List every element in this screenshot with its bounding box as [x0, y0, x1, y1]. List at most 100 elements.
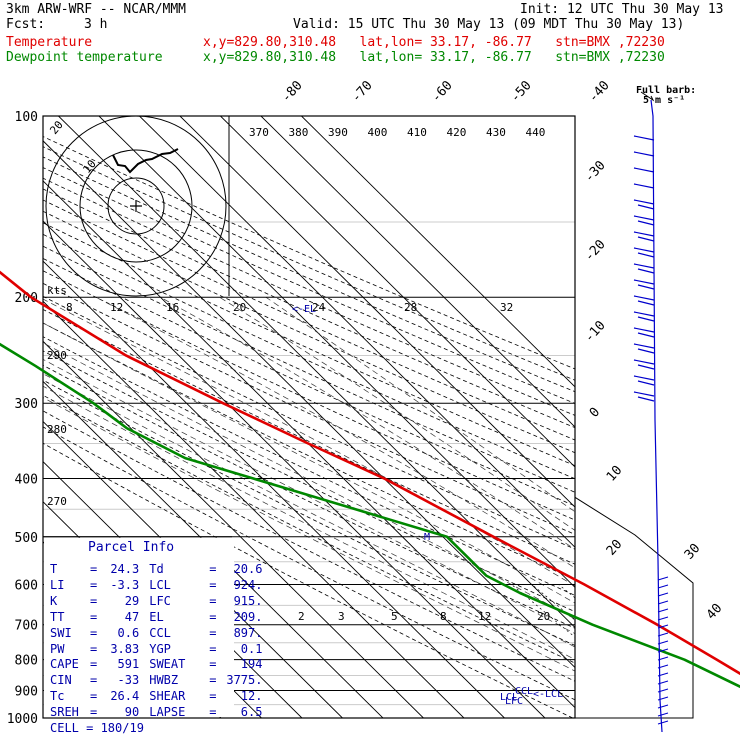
parcel-key: SWEAT — [149, 657, 186, 672]
parcel-row: SREH = 90 LAPSE = 6.5 — [50, 705, 263, 720]
moist-adiabat — [265, 296, 575, 513]
parcel-key: CIN — [50, 673, 72, 688]
level-marker: <-LCL — [533, 689, 563, 700]
skewed-frame — [574, 496, 694, 719]
wind-barb — [657, 704, 669, 709]
parcel-value: 3775. — [226, 673, 263, 688]
isotherm-line — [179, 116, 575, 508]
parcel-key: LAPSE — [149, 705, 186, 720]
hodo-speed-label: 28 — [404, 301, 417, 314]
hodo-ring — [79, 149, 193, 263]
theta-e-label: 380 — [289, 126, 309, 139]
parcel-value: 924. — [233, 577, 263, 592]
dry-adiabat — [43, 336, 575, 596]
hodo-center-mark — [130, 200, 142, 212]
dry-adiabat — [43, 410, 575, 682]
hodo-speed-label: 24 — [312, 301, 326, 314]
parcel-value: 90 — [124, 705, 140, 720]
wind-barb — [637, 236, 655, 242]
sounding-curves — [0, 270, 740, 689]
wind-barb — [637, 204, 655, 210]
level-marker: M — [424, 532, 430, 543]
parcel-key: Td — [149, 562, 164, 576]
hodo-ring-label: 10 — [80, 157, 98, 176]
isotherm-label: -30 — [582, 158, 609, 185]
isotherm-label: 30 — [682, 541, 704, 563]
fcst-label: Fcst: — [6, 17, 46, 32]
parcel-key: PW — [50, 641, 65, 656]
wind-barb — [633, 263, 655, 269]
parcel-info-table: T = 24.3 Td = 20.6 LI = -3.3 LCL = 924. K = 29 LFC… — [50, 562, 262, 737]
isotherm-line — [260, 116, 575, 428]
parcel-row: TT = 47 EL = 209. — [50, 609, 263, 624]
pressure-tick-label: 200 — [15, 291, 38, 306]
dry-adiabat — [43, 282, 575, 535]
isotherm-line — [58, 116, 575, 629]
parcel-row: LI = -3.3 LCL = 924. — [50, 577, 263, 592]
parcel-value: 915. — [233, 593, 263, 608]
level-marker: <-EL — [292, 304, 316, 315]
parcel-key: SWI — [50, 625, 72, 640]
parcel-key: HWBZ — [149, 673, 179, 688]
parcel-key: TT — [50, 609, 65, 624]
wind-barb — [633, 279, 655, 285]
theta-e-label: 390 — [328, 126, 348, 139]
mixing-ratio-label: 5 — [391, 610, 398, 623]
wind-barb — [657, 688, 669, 693]
hodo-trace — [112, 148, 179, 174]
isotherm-label: -60 — [429, 78, 456, 105]
wind-barb — [633, 199, 655, 205]
wind-barb — [633, 135, 655, 141]
dry-adiabat — [43, 322, 575, 581]
parcel-cell: CELL = 180/19 — [50, 721, 144, 736]
hodo-ring — [107, 177, 165, 235]
hodograph: kts 10 20 — [45, 115, 230, 297]
dry-adiabat — [43, 426, 575, 701]
wind-barb — [657, 680, 669, 685]
wind-barb — [657, 632, 669, 637]
wind-barb — [657, 624, 669, 629]
dry-adiabat — [43, 233, 575, 480]
parcel-value: 47 — [124, 609, 140, 624]
wind-barb — [633, 327, 655, 333]
wind-barb — [637, 364, 655, 370]
plot-frame — [42, 115, 576, 719]
wind-barb — [657, 616, 669, 621]
isotherm-label: -50 — [508, 78, 535, 105]
pressure-tick-label: 700 — [15, 619, 38, 634]
mixing-ratio-line — [639, 584, 740, 718]
dry-adiabat — [43, 188, 575, 429]
parcel-info-title: Parcel Info — [88, 540, 175, 555]
hodo-speed-label: 20 — [233, 301, 246, 314]
wind-barb — [657, 592, 669, 597]
isotherm-line — [43, 340, 424, 718]
wind-barb — [657, 648, 669, 653]
parcel-value: 591 — [117, 657, 140, 672]
isotherm-label: 0 — [587, 405, 603, 421]
isotherm-label: 20 — [604, 537, 626, 559]
theta-label: 270 — [47, 495, 67, 508]
wind-barb — [633, 151, 655, 157]
wind-key-title: Full barb: — [636, 85, 697, 96]
wind-barb — [637, 284, 655, 290]
theta-label: 280 — [47, 423, 67, 436]
pressure-tick-label: 300 — [15, 397, 38, 412]
parcel-value: 12. — [240, 689, 263, 704]
wind-barb — [657, 720, 669, 725]
parcel-value: 26.4 — [110, 689, 140, 704]
level-marker: LFC — [505, 696, 523, 707]
hodo-speed-label: 12 — [110, 301, 123, 314]
parcel-value: 209. — [233, 609, 263, 624]
wind-barb — [633, 215, 655, 221]
parcel-value: 24.3 — [110, 562, 140, 576]
parcel-row: PW = 3.83 YGP = 0.1 — [50, 641, 263, 656]
wind-barb — [637, 332, 655, 338]
moist-adiabat — [95, 296, 575, 569]
dry-adiabat — [43, 136, 575, 370]
mixing-ratio-label: 8 — [440, 610, 447, 623]
isotherm-label: 40 — [704, 601, 726, 623]
mixing-ratio-label: 2 — [298, 610, 305, 623]
dry-adiabat — [43, 270, 575, 521]
dry-adiabat — [43, 146, 575, 381]
wind-barb — [637, 252, 655, 258]
